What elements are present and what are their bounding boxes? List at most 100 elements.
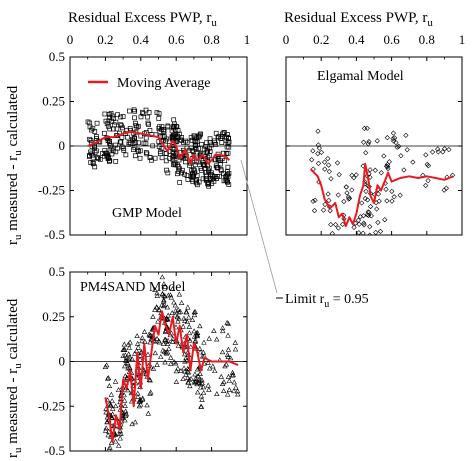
data-point xyxy=(165,337,171,343)
data-point xyxy=(119,123,124,129)
data-point xyxy=(219,349,226,355)
data-point xyxy=(152,350,158,356)
data-point xyxy=(108,414,115,420)
data-point xyxy=(360,230,366,235)
data-point xyxy=(205,181,210,187)
data-point xyxy=(121,397,128,403)
plot-area xyxy=(85,107,232,189)
data-point xyxy=(119,144,125,150)
data-point xyxy=(123,357,129,363)
data-point xyxy=(394,144,400,150)
data-point xyxy=(106,428,112,434)
data-point xyxy=(390,130,397,136)
data-point xyxy=(344,190,350,196)
data-point xyxy=(423,182,429,189)
gmp-model-title: GMP Model xyxy=(112,206,182,221)
data-point xyxy=(117,139,123,145)
data-point xyxy=(328,236,332,240)
data-point xyxy=(173,379,180,384)
data-point xyxy=(162,329,169,334)
data-point xyxy=(367,167,373,173)
data-point xyxy=(156,125,162,131)
data-point xyxy=(403,132,409,138)
data-point xyxy=(334,160,341,166)
data-point xyxy=(362,195,368,202)
data-point xyxy=(125,355,132,361)
data-point xyxy=(125,351,132,357)
data-point xyxy=(180,376,186,382)
data-point xyxy=(206,386,212,392)
data-point xyxy=(214,336,220,342)
data-point xyxy=(170,145,176,151)
data-point xyxy=(188,135,194,140)
data-point xyxy=(390,135,396,142)
data-point xyxy=(149,326,156,332)
data-point xyxy=(122,346,128,352)
x-tick-label: 0 xyxy=(67,32,74,47)
data-point xyxy=(159,139,164,144)
data-point xyxy=(391,138,397,144)
data-point xyxy=(139,338,145,344)
data-point xyxy=(219,140,225,146)
data-point xyxy=(393,139,399,146)
data-point xyxy=(374,138,380,144)
data-point xyxy=(192,308,198,314)
data-point xyxy=(212,157,218,163)
data-point xyxy=(217,174,222,179)
data-point xyxy=(382,217,388,223)
data-point xyxy=(135,393,141,399)
data-point xyxy=(310,198,316,204)
y-tick-label: 0.5 xyxy=(49,264,65,279)
data-point xyxy=(206,153,212,159)
data-point xyxy=(112,378,119,384)
data-point xyxy=(195,373,201,379)
data-point xyxy=(101,130,107,136)
data-point xyxy=(114,126,120,132)
data-point xyxy=(129,421,135,427)
data-point xyxy=(122,363,128,369)
data-point xyxy=(150,143,156,149)
data-point xyxy=(105,138,111,143)
data-point xyxy=(106,158,112,164)
data-point xyxy=(185,379,191,385)
plot-area xyxy=(102,274,241,451)
data-point xyxy=(191,309,197,315)
data-point xyxy=(351,175,357,181)
data-point xyxy=(176,291,183,297)
data-point xyxy=(113,159,119,164)
data-point xyxy=(197,349,203,355)
data-point xyxy=(163,350,170,356)
data-point xyxy=(328,222,334,228)
data-point xyxy=(396,143,402,149)
data-point xyxy=(200,176,206,182)
x-tick-label: 0.2 xyxy=(313,32,329,47)
data-point xyxy=(123,152,129,158)
data-point xyxy=(140,111,146,117)
data-point xyxy=(159,127,164,132)
data-point xyxy=(107,126,113,132)
data-point xyxy=(146,122,151,127)
moving-average-line xyxy=(309,162,454,228)
elgamal-model-title: Elgamal Model xyxy=(317,69,404,84)
x-tick-label: 0.6 xyxy=(383,32,400,47)
data-point xyxy=(131,107,137,113)
data-point xyxy=(429,149,436,155)
data-point xyxy=(220,328,226,334)
data-point xyxy=(349,172,355,178)
data-point xyxy=(176,169,181,174)
data-point xyxy=(87,124,93,130)
data-point xyxy=(147,390,153,396)
data-point xyxy=(121,146,126,151)
data-point xyxy=(206,181,212,187)
data-point xyxy=(424,161,430,167)
data-point xyxy=(385,163,391,170)
x-tick-label: 1 xyxy=(244,32,251,47)
data-point xyxy=(109,398,115,403)
data-point xyxy=(94,120,100,126)
data-point xyxy=(194,366,201,372)
data-point xyxy=(227,355,234,361)
data-point xyxy=(134,333,140,338)
data-point xyxy=(170,154,176,160)
data-point xyxy=(226,387,233,393)
data-point xyxy=(435,149,441,155)
